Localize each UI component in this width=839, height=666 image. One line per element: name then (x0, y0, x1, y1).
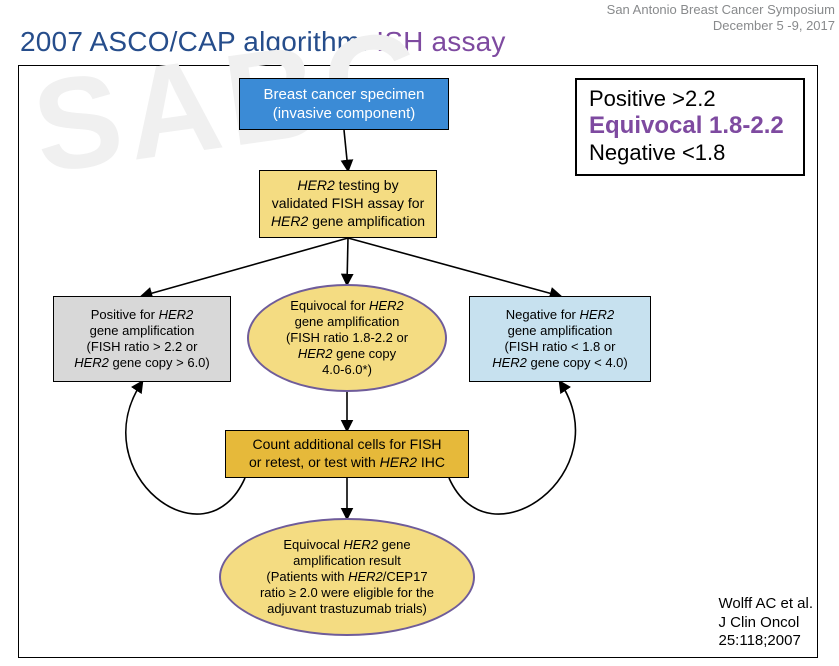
node-fish_test: HER2 testing byvalidated FISH assay forH… (259, 170, 437, 238)
citation-journal: J Clin Oncol (719, 614, 814, 633)
citation-ref: 25:118;2007 (719, 632, 814, 651)
node-positive: Positive for HER2gene amplification(FISH… (53, 296, 231, 382)
conference-header: San Antonio Breast Cancer Symposium Dece… (607, 2, 835, 35)
diagram-frame: SABC Positive >2.2 Equivocal 1.8-2.2 Neg… (18, 65, 818, 658)
node-result: Equivocal HER2 geneamplification result(… (219, 518, 475, 636)
legend-positive: Positive >2.2 (589, 86, 791, 112)
citation: Wolff AC et al. J Clin Oncol 25:118;2007 (719, 595, 814, 651)
node-equivocal: Equivocal for HER2gene amplification(FIS… (247, 284, 447, 392)
conference-name: San Antonio Breast Cancer Symposium (607, 2, 835, 18)
node-retest: Count additional cells for FISHor retest… (225, 430, 469, 478)
node-specimen: Breast cancer specimen(invasive componen… (239, 78, 449, 130)
slide-title: 2007 ASCO/CAP algorithm: ISH assay (20, 26, 506, 58)
node-negative: Negative for HER2gene amplification(FISH… (469, 296, 651, 382)
citation-authors: Wolff AC et al. (719, 595, 814, 614)
arrow-specimen-to-fish_test (344, 130, 348, 170)
title-accent: ISH assay (376, 26, 505, 57)
slide: San Antonio Breast Cancer Symposium Dece… (0, 0, 839, 666)
legend-box: Positive >2.2 Equivocal 1.8-2.2 Negative… (575, 78, 805, 176)
legend-equivocal: Equivocal 1.8-2.2 (589, 112, 791, 140)
legend-negative: Negative <1.8 (589, 140, 791, 166)
conference-dates: December 5 -9, 2017 (607, 18, 835, 34)
arrow-fish_test-to-equivocal (347, 238, 348, 284)
title-main: 2007 ASCO/CAP algorithm: (20, 26, 376, 57)
